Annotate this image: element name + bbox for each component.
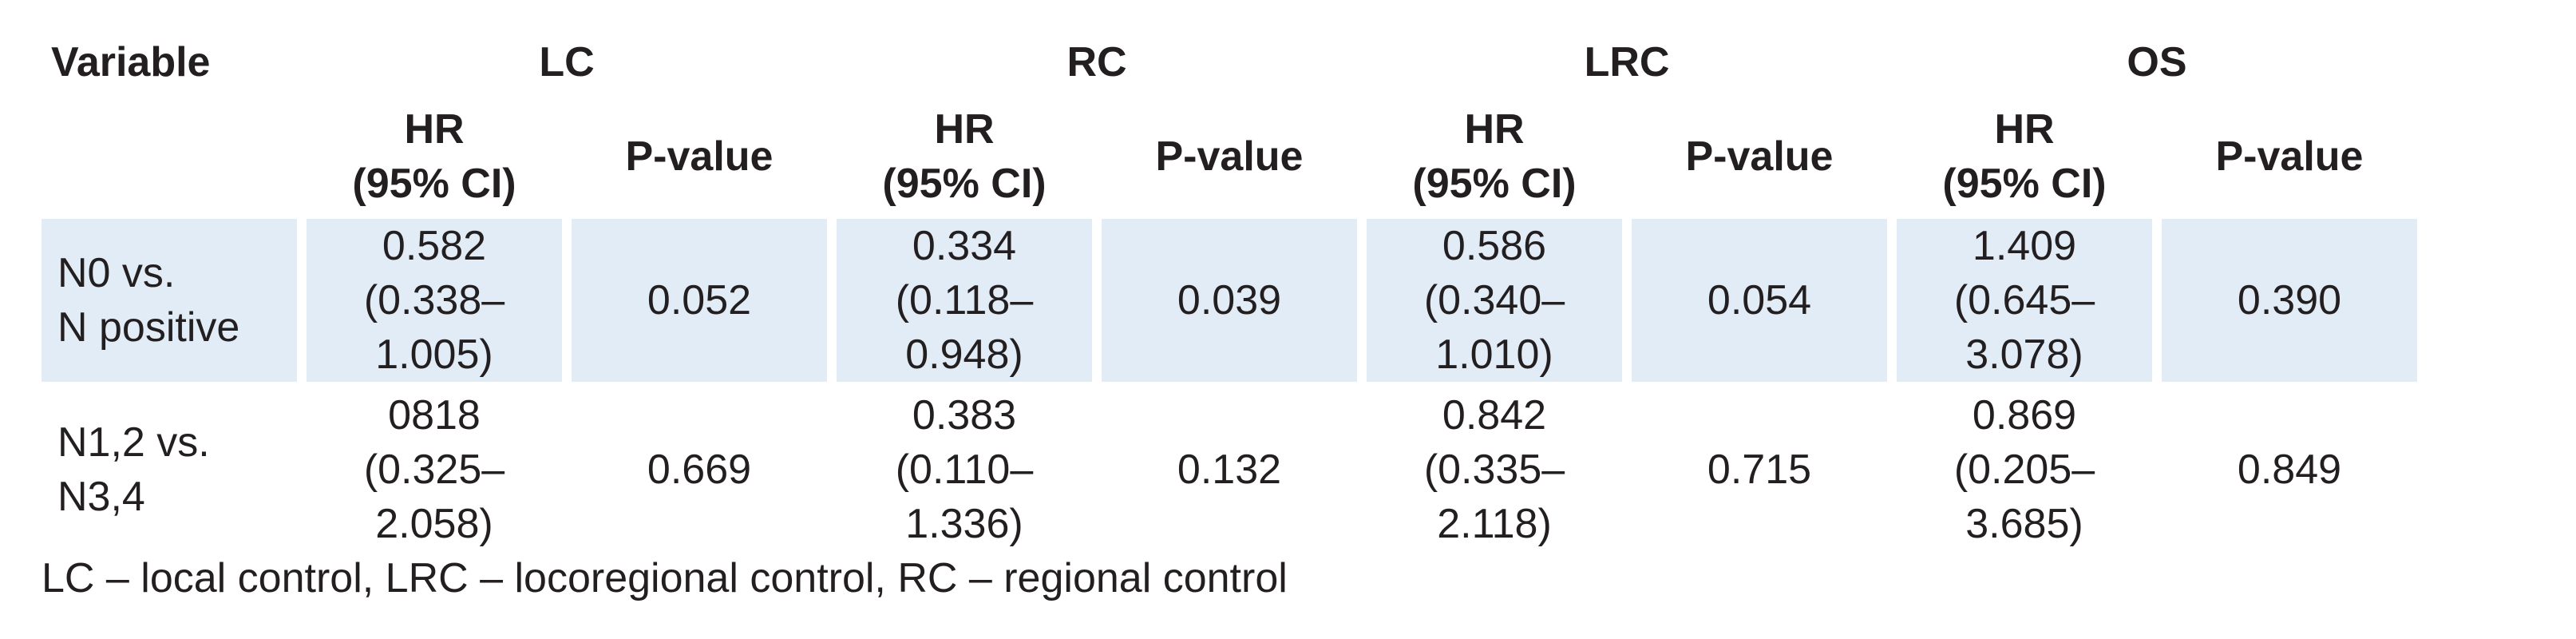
p-cell-os: 0.390: [2162, 219, 2417, 382]
p-header-rc: P-value: [1155, 133, 1304, 180]
p-cell-rc: 0.039: [1102, 219, 1357, 382]
hr-cell-lrc: 0.842 (0.335–2.118): [1367, 388, 1622, 551]
hr-header-rc: HR (95% CI): [837, 101, 1092, 212]
hr-value: 0.586: [1442, 223, 1547, 269]
ci-header-label: (95% CI): [1412, 161, 1577, 207]
hr-header-label: HR: [934, 106, 995, 153]
p-header-lc: P-value: [625, 133, 774, 180]
ci-value: (0.205–3.685): [1953, 447, 2095, 547]
ci-header-label: (95% CI): [882, 161, 1047, 207]
empty-header-cell: [42, 101, 297, 212]
ci-value: (0.645–3.078): [1953, 277, 2095, 378]
row-label-line1: N1,2 vs.: [57, 419, 210, 466]
table-footnote: LC – local control, LRC – locoregional c…: [42, 555, 1288, 601]
ci-header-label: (95% CI): [1942, 161, 2107, 207]
table-row-n12-vs-n34: N1,2 vs. N3,4 0818 (0.325– 2.058) 0.669 0.…: [42, 388, 2417, 551]
variable-header: Variable: [51, 39, 211, 85]
ci-value: (0.340–1.010): [1423, 277, 1565, 378]
p-cell-rc: 0.132: [1177, 447, 1282, 493]
hr-cell-lc: 0.582 (0.338–1.005): [307, 219, 562, 382]
subheader-row: HR (95% CI) P-value HR (95% CI) P-value HR…: [42, 101, 2417, 212]
hr-header-lc: HR (95% CI): [307, 101, 562, 212]
group-header-os: OS: [2127, 39, 2187, 85]
p-cell-lrc: 0.715: [1707, 447, 1812, 493]
ci-value: (0.338–1.005): [363, 277, 505, 378]
hr-header-os: HR (95% CI): [1897, 101, 2152, 212]
hr-header-label: HR: [1994, 106, 2055, 153]
ci-value: (0.335–2.118): [1423, 447, 1565, 547]
ci-value: (0.110–1.336): [895, 447, 1034, 547]
hr-value: 0.582: [382, 223, 487, 269]
hr-value: 0818: [388, 392, 481, 439]
table-row-n0-vs-npositive: N0 vs. N positive 0.582 (0.338–1.005) 0.05…: [42, 219, 2417, 382]
hr-value: 0.334: [912, 223, 1017, 269]
group-header-row: Variable LC RC LRC OS: [42, 30, 2417, 94]
hr-cell-lc: 0818 (0.325– 2.058): [307, 388, 562, 551]
ci-value: (0.118–0.948): [895, 277, 1034, 378]
p-cell-lrc: 0.054: [1632, 219, 1887, 382]
hr-cell-os: 0.869 (0.205–3.685): [1897, 388, 2152, 551]
hr-header-label: HR: [404, 106, 465, 153]
hr-cell-lrc: 0.586 (0.340–1.010): [1367, 219, 1622, 382]
ci-value: (0.325– 2.058): [363, 447, 505, 547]
hr-header-label: HR: [1464, 106, 1525, 153]
group-header-lrc: LRC: [1584, 39, 1670, 85]
row-label: N0 vs. N positive: [42, 219, 297, 382]
hr-value: 0.383: [912, 392, 1017, 439]
group-header-rc: RC: [1066, 39, 1127, 85]
group-header-lc: LC: [539, 39, 595, 85]
row-label-line2: N positive: [57, 304, 240, 351]
ci-header-label: (95% CI): [352, 161, 516, 207]
p-cell-lc: 0.669: [647, 447, 752, 493]
row-label-line2: N3,4: [57, 474, 145, 520]
hr-value: 0.869: [1972, 392, 2077, 439]
row-label: N1,2 vs. N3,4: [42, 388, 297, 551]
hr-cell-rc: 0.383 (0.110–1.336): [837, 388, 1092, 551]
hr-value: 1.409: [1972, 223, 2077, 269]
hr-header-lrc: HR (95% CI): [1367, 101, 1622, 212]
hr-cell-os: 1.409 (0.645–3.078): [1897, 219, 2152, 382]
results-table: Variable LC RC LRC OS HR (95% CI) P-value…: [32, 24, 2427, 558]
p-header-lrc: P-value: [1685, 133, 1834, 180]
hr-cell-rc: 0.334 (0.118–0.948): [837, 219, 1092, 382]
p-header-os: P-value: [2215, 133, 2364, 180]
p-cell-os: 0.849: [2237, 447, 2342, 493]
row-label-line1: N0 vs.: [57, 250, 176, 296]
p-cell-lc: 0.052: [572, 219, 827, 382]
hr-value: 0.842: [1442, 392, 1547, 439]
